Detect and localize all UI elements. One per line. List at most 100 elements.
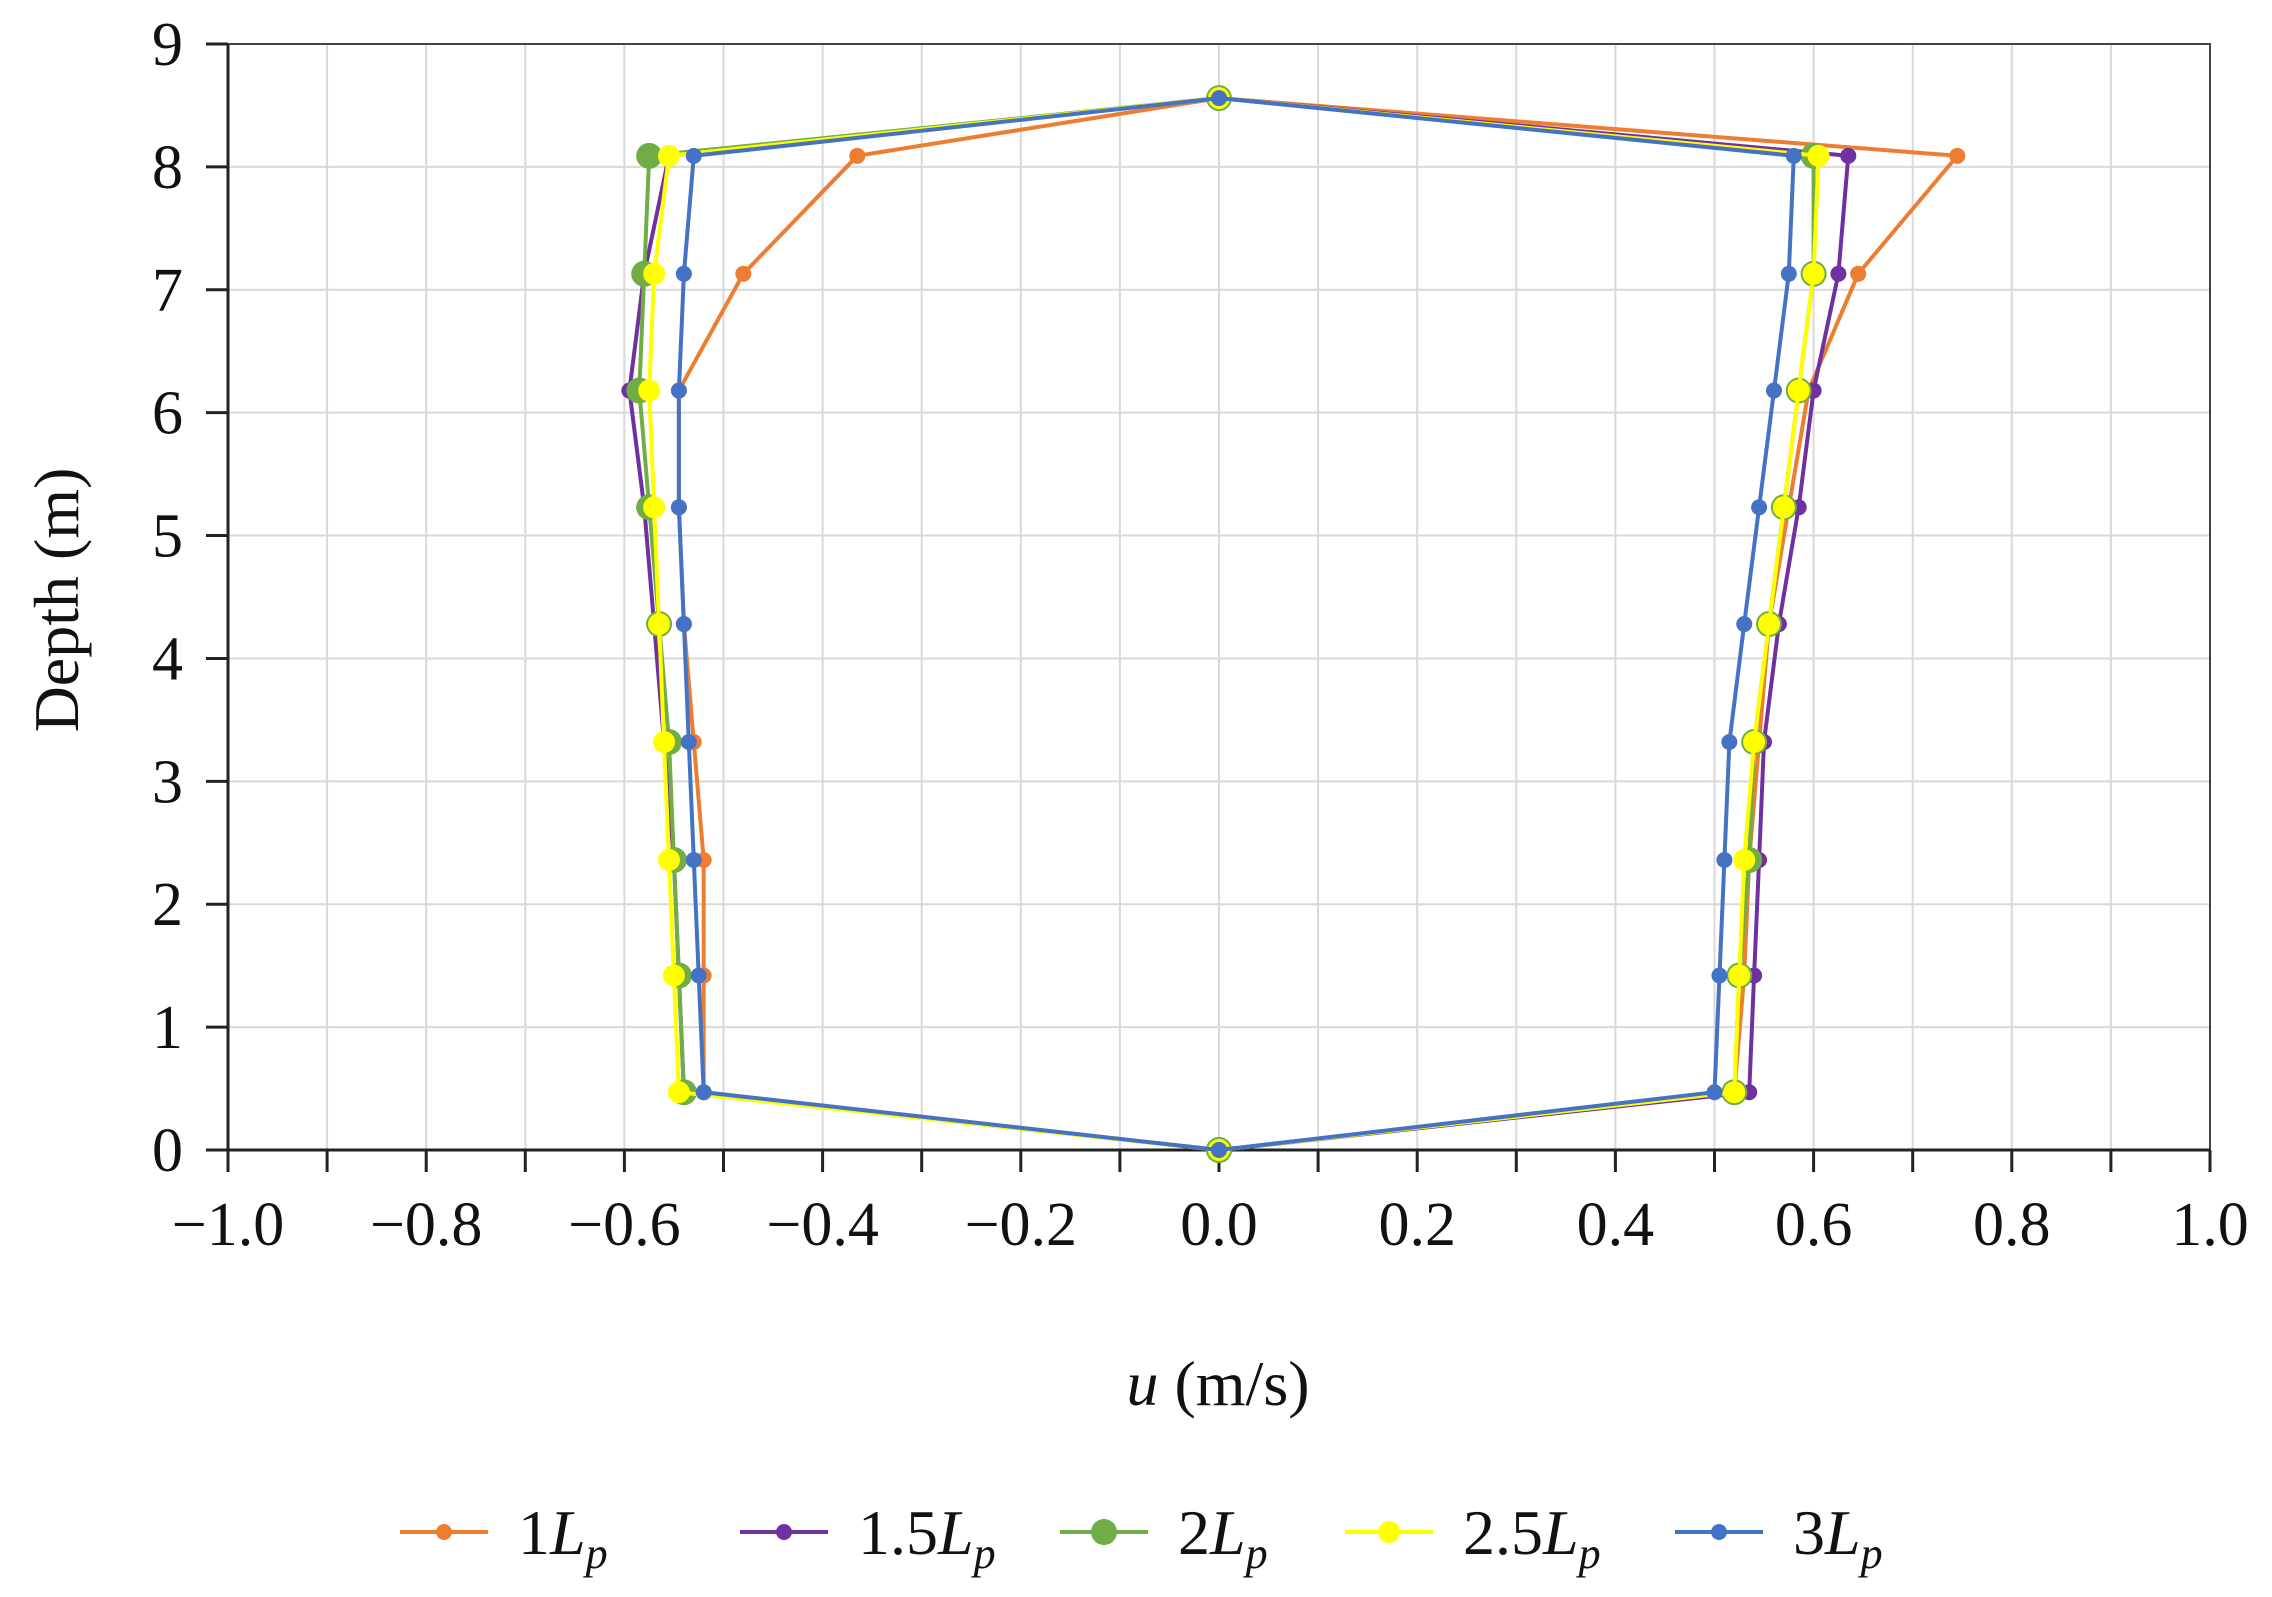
legend-label-subscript: p <box>1243 1529 1268 1578</box>
legend-label-variable: L <box>1824 1497 1861 1568</box>
legend-label: 3Lp <box>1793 1497 1883 1578</box>
data-point <box>657 848 680 871</box>
legend-label-variable: L <box>549 1497 586 1568</box>
data-point <box>638 379 661 402</box>
data-point <box>1211 90 1227 107</box>
data-point <box>1736 616 1753 633</box>
data-point <box>680 734 697 751</box>
x-tick-label: 0.2 <box>1378 1191 1456 1259</box>
y-axis-title: Depth (m) <box>21 468 92 733</box>
legend-label-prefix: 2.5 <box>1463 1497 1543 1568</box>
legend-swatch-marker <box>1091 1519 1117 1545</box>
data-point <box>1733 848 1756 871</box>
y-tick-label: 1 <box>152 994 183 1062</box>
data-point <box>1949 147 1966 164</box>
data-point <box>636 142 663 169</box>
data-point <box>1758 613 1781 636</box>
data-point <box>657 144 680 167</box>
x-tick-label: 0.6 <box>1775 1191 1853 1259</box>
data-point <box>1728 964 1751 987</box>
legend-label-subscript: p <box>1576 1529 1601 1578</box>
x-axis-title-variable: u <box>1126 1348 1158 1419</box>
legend-label: 1.5Lp <box>858 1497 996 1578</box>
x-tick-label: 0.0 <box>1180 1191 1258 1259</box>
legend-label-prefix: 2 <box>1178 1497 1210 1568</box>
y-tick-label: 5 <box>152 503 183 571</box>
series-lines <box>621 85 1966 1163</box>
legend-item: 2.5Lp <box>1345 1497 1601 1578</box>
y-tick-label: 4 <box>152 625 183 693</box>
x-tick-label: −1.0 <box>172 1191 284 1259</box>
data-point <box>1751 499 1768 516</box>
legend-swatch-marker <box>1711 1524 1727 1540</box>
legend-swatch-marker <box>1378 1521 1400 1543</box>
legend-label-prefix: 1 <box>518 1497 550 1568</box>
data-point <box>667 1081 690 1104</box>
data-point <box>662 964 685 987</box>
legend-label-subscript: p <box>1858 1529 1883 1578</box>
x-axis-title-unit: (m/s) <box>1158 1348 1309 1419</box>
data-point <box>685 147 702 164</box>
legend-label-subscript: p <box>583 1529 608 1578</box>
x-tick-label: −0.2 <box>965 1191 1077 1259</box>
legend-item: 2Lp <box>1060 1497 1268 1578</box>
y-tick-label: 7 <box>152 257 183 325</box>
legend-item: 1.5Lp <box>740 1497 996 1578</box>
data-point <box>735 265 752 282</box>
data-point <box>695 1084 712 1101</box>
legend-item: 3Lp <box>1675 1497 1883 1578</box>
data-point <box>670 382 687 399</box>
data-point <box>1711 967 1728 984</box>
y-tick-label: 0 <box>152 1117 183 1185</box>
x-axis-title: u (m/s) <box>1126 1348 1309 1419</box>
x-tick-label: 0.8 <box>1973 1191 2051 1259</box>
data-point <box>1716 851 1733 868</box>
data-point <box>1787 379 1810 402</box>
legend-item: 1Lp <box>400 1497 608 1578</box>
legend-swatch-marker <box>436 1524 452 1540</box>
y-tick-label: 2 <box>152 871 183 939</box>
legend-label: 1Lp <box>518 1497 608 1578</box>
legend-label: 2Lp <box>1178 1497 1268 1578</box>
tick-labels: −1.0 −0.8 −0.6 −0.4 −0.2 0.0 0.2 0.4 0.6 0.8 1.0 0 1… <box>152 11 2249 1259</box>
x-tick-label: 0.4 <box>1577 1191 1655 1259</box>
data-point <box>675 616 692 633</box>
data-point <box>643 262 666 285</box>
x-tick-label: −0.4 <box>766 1191 878 1259</box>
legend-label-variable: L <box>937 1497 974 1568</box>
data-point <box>1807 144 1830 167</box>
x-tick-label: −0.8 <box>370 1191 482 1259</box>
data-point <box>1830 265 1847 282</box>
data-point <box>685 851 702 868</box>
y-tick-label: 3 <box>152 748 183 816</box>
legend-swatch-marker <box>776 1524 792 1540</box>
legend-label-subscript: p <box>971 1529 996 1578</box>
legend-label-variable: L <box>1542 1497 1579 1568</box>
legend-label-prefix: 3 <box>1793 1497 1825 1568</box>
data-point <box>675 265 692 282</box>
data-point <box>1802 262 1825 285</box>
y-tick-label: 9 <box>152 11 183 79</box>
data-point <box>1785 147 1802 164</box>
data-point <box>1850 265 1867 282</box>
y-tick-label: 6 <box>152 380 183 448</box>
series-3-group <box>670 90 1802 1158</box>
data-point <box>1840 147 1857 164</box>
data-point <box>653 731 676 754</box>
data-point <box>1743 731 1766 754</box>
x-tick-label: 1.0 <box>2171 1191 2249 1259</box>
legend-label: 2.5Lp <box>1463 1497 1601 1578</box>
data-point <box>1723 1081 1746 1104</box>
legend-label-prefix: 1.5 <box>858 1497 938 1568</box>
x-tick-label: −0.6 <box>568 1191 680 1259</box>
data-point <box>690 967 707 984</box>
data-point <box>1721 734 1738 751</box>
data-point <box>643 496 666 519</box>
data-point <box>1765 382 1782 399</box>
grid-lines <box>227 43 2211 1151</box>
legend: 1Lp 1.5Lp 2Lp 2.5Lp 3Lp <box>400 1497 1883 1578</box>
data-point <box>849 147 866 164</box>
y-tick-label: 8 <box>152 134 183 202</box>
data-point <box>1706 1084 1723 1101</box>
